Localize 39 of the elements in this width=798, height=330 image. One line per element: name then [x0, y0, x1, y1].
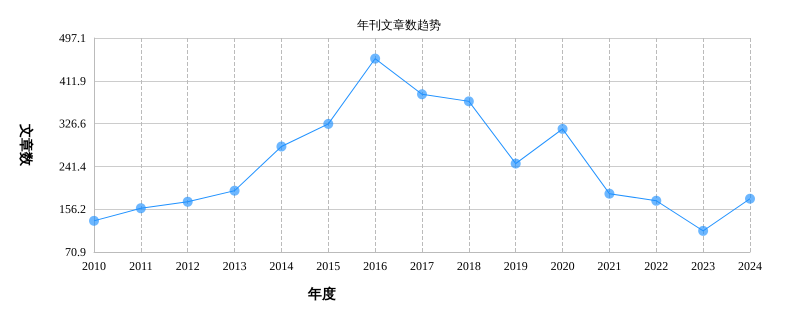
point: [182, 196, 193, 207]
x-tick-label: 2019: [504, 259, 528, 273]
point: [89, 216, 99, 226]
y-tick-label: 156.2: [59, 202, 86, 216]
x-tick-label: 2022: [644, 259, 668, 273]
y-tick-label: 241.4: [59, 159, 86, 174]
point: [417, 89, 427, 100]
x-tick-label: 2018: [456, 259, 481, 273]
point: [136, 203, 146, 214]
point: [698, 226, 708, 236]
x-tick-label: 2015: [316, 259, 340, 273]
y-tick-label: 411.9: [59, 74, 86, 88]
y-tick-label: 497.1: [59, 31, 86, 45]
x-tick-label: 2012: [176, 259, 200, 273]
x-tick-label: 2013: [222, 259, 247, 273]
y-tick-label: 326.6: [59, 116, 86, 131]
point: [651, 196, 662, 206]
point: [558, 124, 568, 134]
y-tick-label: 70.9: [65, 245, 86, 259]
x-tick-label: 2016: [363, 259, 388, 273]
point: [604, 188, 614, 199]
y-axis-title: 文章数: [18, 123, 34, 167]
x-tick-label: 2011: [129, 259, 153, 273]
x-tick-label: 2021: [597, 259, 622, 273]
x-tick-label: 2010: [82, 259, 106, 273]
point: [230, 186, 240, 196]
chart-title: 年刊文章数趋势: [357, 18, 441, 32]
point: [370, 54, 380, 64]
point: [745, 194, 755, 204]
point: [323, 118, 334, 129]
point: [464, 96, 474, 106]
x-tick-label: 2014: [269, 259, 294, 273]
x-tick-label: 2020: [550, 259, 575, 273]
point: [510, 158, 521, 169]
x-axis-title: 年度: [307, 286, 336, 302]
x-tick-label: 2023: [691, 259, 716, 273]
x-tick-label: 2024: [738, 259, 762, 273]
point: [276, 142, 286, 152]
x-tick-label: 2017: [410, 259, 434, 273]
